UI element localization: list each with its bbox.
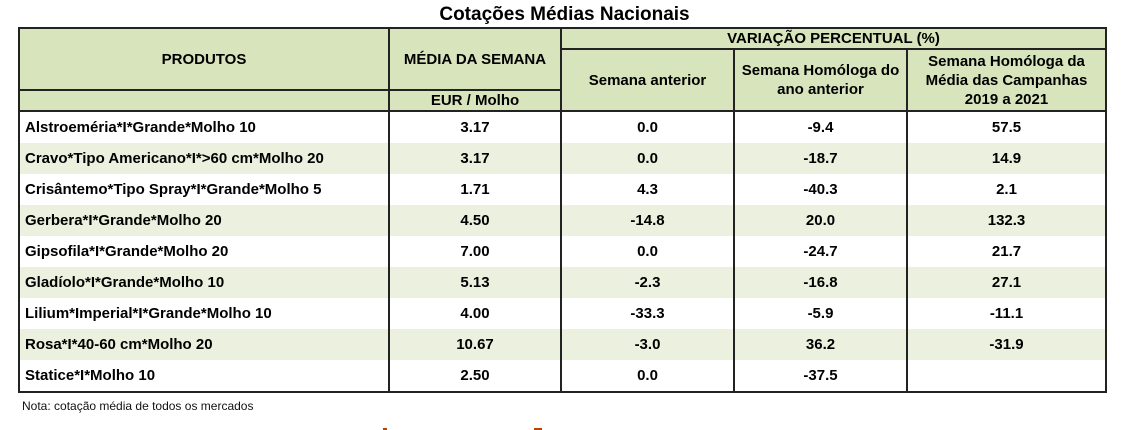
homologa-ano-value: 36.2 bbox=[733, 329, 908, 360]
homologa-campanhas-value: 132.3 bbox=[905, 205, 1108, 236]
header-homologa-ano: Semana Homóloga do ano anterior bbox=[733, 48, 908, 112]
homologa-ano-value: -40.3 bbox=[733, 174, 908, 205]
semana-anterior-value: 4.3 bbox=[560, 174, 735, 205]
table-row: Gerbera*I*Grande*Molho 20 4.50 -14.8 20.… bbox=[18, 205, 1108, 236]
table-row: Alstroeméria*I*Grande*Molho 10 3.17 0.0 … bbox=[18, 111, 1108, 143]
semana-anterior-value: -2.3 bbox=[560, 267, 735, 298]
header-produtos: PRODUTOS bbox=[18, 27, 390, 91]
table-row: Statice*I*Molho 10 2.50 0.0 -37.5 bbox=[18, 360, 1108, 393]
homologa-campanhas-value: -31.9 bbox=[905, 329, 1108, 360]
semana-anterior-value: 0.0 bbox=[560, 360, 735, 393]
media-value: 10.67 bbox=[388, 329, 562, 360]
media-value: 4.50 bbox=[388, 205, 562, 236]
homologa-ano-value: -9.4 bbox=[733, 111, 908, 143]
product-name: Gladíolo*I*Grande*Molho 10 bbox=[18, 267, 390, 298]
homologa-campanhas-value: 21.7 bbox=[905, 236, 1108, 267]
product-name: Crisântemo*Tipo Spray*I*Grande*Molho 5 bbox=[18, 174, 390, 205]
media-value: 4.00 bbox=[388, 298, 562, 329]
header-variacao-percentual: VARIAÇÃO PERCENTUAL (%) bbox=[559, 27, 1108, 50]
media-value: 7.00 bbox=[388, 236, 562, 267]
semana-anterior-value: -14.8 bbox=[560, 205, 735, 236]
product-name: Gerbera*I*Grande*Molho 20 bbox=[18, 205, 390, 236]
media-value: 3.17 bbox=[388, 143, 562, 174]
table-row: Rosa*I*40-60 cm*Molho 20 10.67 -3.0 36.2… bbox=[18, 329, 1108, 360]
homologa-ano-value: -18.7 bbox=[733, 143, 908, 174]
product-name: Alstroeméria*I*Grande*Molho 10 bbox=[18, 111, 390, 143]
homologa-campanhas-value: 2.1 bbox=[905, 174, 1108, 205]
table-row: Gladíolo*I*Grande*Molho 10 5.13 -2.3 -16… bbox=[18, 267, 1108, 298]
page-title: Cotações Médias Nacionais bbox=[439, 4, 690, 25]
homologa-ano-value: -16.8 bbox=[733, 267, 908, 298]
table-row: Crisântemo*Tipo Spray*I*Grande*Molho 5 1… bbox=[18, 174, 1108, 205]
media-value: 1.71 bbox=[388, 174, 562, 205]
header-semana-anterior: Semana anterior bbox=[560, 48, 735, 112]
homologa-ano-value: -5.9 bbox=[733, 298, 908, 329]
semana-anterior-value: 0.0 bbox=[560, 236, 735, 267]
table-row: Lilium*Imperial*I*Grande*Molho 10 4.00 -… bbox=[18, 298, 1108, 329]
product-name: Cravo*Tipo Americano*I*>60 cm*Molho 20 bbox=[18, 143, 390, 174]
homologa-campanhas-value: 27.1 bbox=[905, 267, 1108, 298]
product-name: Lilium*Imperial*I*Grande*Molho 10 bbox=[18, 298, 390, 329]
media-value: 2.50 bbox=[388, 360, 562, 393]
homologa-campanhas-value: 57.5 bbox=[905, 111, 1108, 143]
homologa-campanhas-value: 14.9 bbox=[905, 143, 1108, 174]
homologa-ano-value: -24.7 bbox=[733, 236, 908, 267]
semana-anterior-value: -33.3 bbox=[560, 298, 735, 329]
media-value: 3.17 bbox=[388, 111, 562, 143]
homologa-ano-value: 20.0 bbox=[733, 205, 908, 236]
footnote: Nota: cotação média de todos os mercados bbox=[22, 399, 254, 413]
header-homologa-campanhas: Semana Homóloga da Média das Campanhas 2… bbox=[905, 48, 1108, 112]
product-name: Rosa*I*40-60 cm*Molho 20 bbox=[18, 329, 390, 360]
homologa-ano-value: -37.5 bbox=[733, 360, 908, 393]
semana-anterior-value: 0.0 bbox=[560, 143, 735, 174]
header-produtos-cont bbox=[18, 90, 390, 112]
table-row: Cravo*Tipo Americano*I*>60 cm*Molho 20 3… bbox=[18, 143, 1108, 174]
homologa-campanhas-value: -11.1 bbox=[905, 298, 1108, 329]
header-unit: EUR / Molho bbox=[388, 89, 562, 112]
quotes-table: PRODUTOS MÉDIA DA SEMANA VARIAÇÃO PERCEN… bbox=[18, 27, 1108, 393]
product-name: Statice*I*Molho 10 bbox=[18, 360, 390, 393]
header-media-semana: MÉDIA DA SEMANA bbox=[388, 27, 562, 91]
homologa-campanhas-value bbox=[905, 360, 1108, 393]
table-row: Gipsofila*I*Grande*Molho 20 7.00 0.0 -24… bbox=[18, 236, 1108, 267]
semana-anterior-value: 0.0 bbox=[560, 111, 735, 143]
product-name: Gipsofila*I*Grande*Molho 20 bbox=[18, 236, 390, 267]
semana-anterior-value: -3.0 bbox=[560, 329, 735, 360]
media-value: 5.13 bbox=[388, 267, 562, 298]
